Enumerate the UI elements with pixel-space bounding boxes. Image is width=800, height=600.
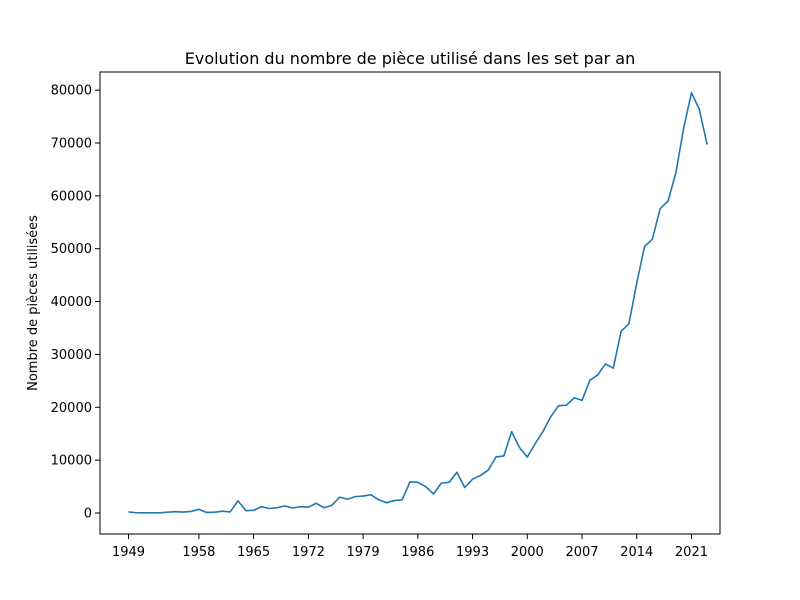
y-tick-label: 70000 <box>51 136 92 151</box>
x-axis-ticks: 1949 1958 1965 1972 1979 1986 1993 2000 2007 2014… <box>112 534 708 560</box>
y-tick-label: 0 <box>84 507 92 522</box>
x-tick-label: 1993 <box>456 545 489 560</box>
y-tick-label: 30000 <box>51 348 92 363</box>
y-tick-label: 40000 <box>51 295 92 310</box>
x-tick-label: 1965 <box>237 545 270 560</box>
y-tick-label: 80000 <box>51 84 92 99</box>
chart-title: Evolution du nombre de pièce utilisé dan… <box>185 49 636 68</box>
x-tick-label: 1986 <box>401 545 434 560</box>
x-tick-label: 2007 <box>565 545 598 560</box>
x-tick-label: 1949 <box>112 545 145 560</box>
y-axis-label: Nombre de pièces utilisées <box>26 215 41 391</box>
y-axis-ticks: 0 10000 20000 30000 40000 50000 60000 70000 8000… <box>51 84 100 522</box>
y-tick-label: 10000 <box>51 454 92 469</box>
x-tick-label: 1972 <box>292 545 325 560</box>
x-tick-label: 2021 <box>675 545 708 560</box>
plot-area-frame <box>99 71 721 535</box>
x-tick-label: 2000 <box>511 545 544 560</box>
x-tick-label: 1958 <box>182 545 215 560</box>
y-tick-label: 20000 <box>51 401 92 416</box>
x-tick-label: 1979 <box>347 545 380 560</box>
y-tick-label: 60000 <box>51 189 92 204</box>
x-tick-label: 2014 <box>620 545 653 560</box>
y-tick-label: 50000 <box>51 242 92 257</box>
data-line <box>128 91 708 514</box>
